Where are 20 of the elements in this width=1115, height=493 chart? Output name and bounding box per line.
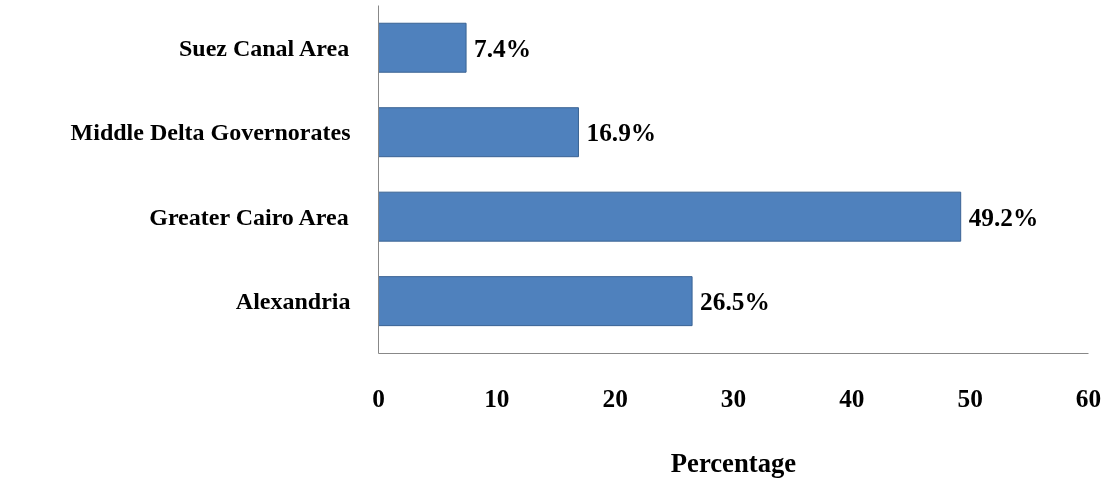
- data-label: 7.4%: [474, 33, 532, 62]
- data-label: 16.9%: [586, 118, 657, 147]
- y-tick-label: Alexandria: [235, 288, 351, 315]
- x-tick-label: 10: [484, 383, 510, 412]
- y-tick-label: Greater Cairo Area: [149, 203, 349, 230]
- bar: [378, 22, 467, 73]
- x-tick-label: 50: [957, 383, 983, 412]
- bar: [378, 107, 579, 158]
- x-tick-label: 60: [1075, 383, 1102, 412]
- data-label: 49.2%: [968, 202, 1039, 231]
- bar: [378, 276, 693, 327]
- y-tick-label: Suez Canal Area: [178, 34, 350, 61]
- y-tick-label: Middle Delta Governorates: [70, 119, 351, 146]
- x-tick-label: 30: [720, 383, 747, 412]
- x-tick-label: 20: [602, 383, 628, 412]
- x-tick-label: 40: [839, 383, 865, 412]
- data-label: 26.5%: [700, 287, 770, 316]
- x-tick-label: 0: [372, 383, 385, 412]
- x-axis-title: Percentage: [670, 447, 797, 478]
- bar: [378, 191, 962, 242]
